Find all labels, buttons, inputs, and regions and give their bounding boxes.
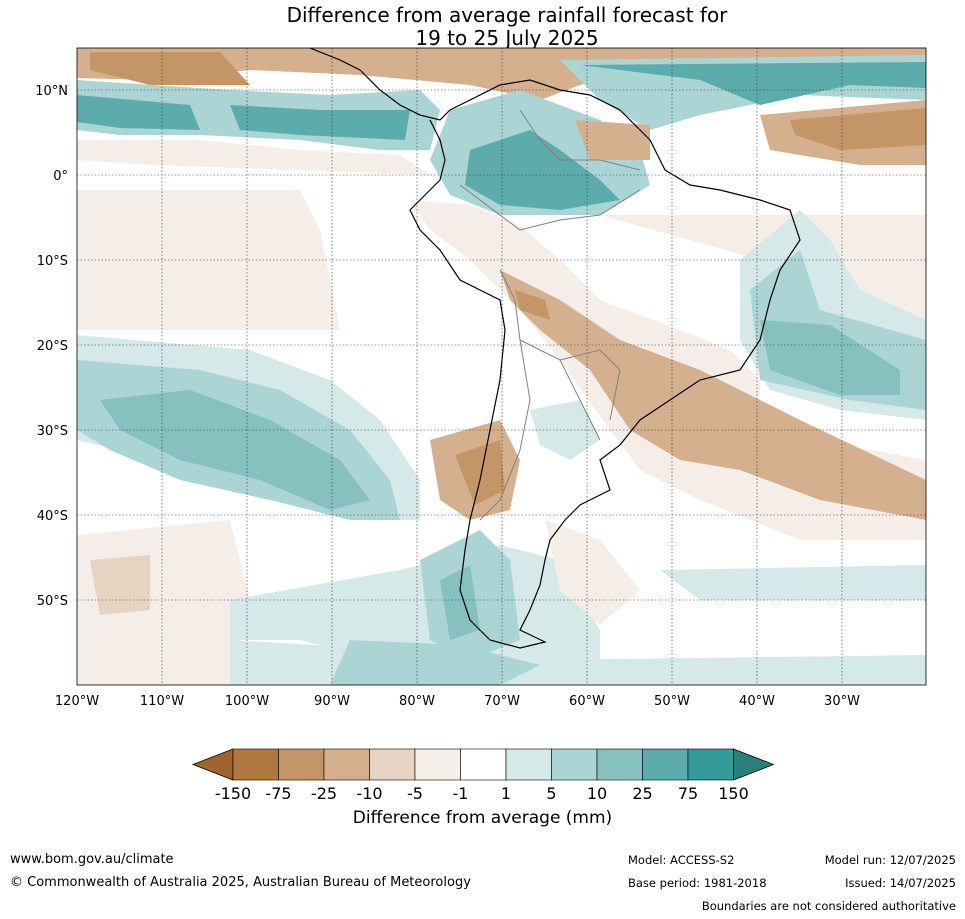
colorbar-tick-label: 25 xyxy=(632,784,652,803)
gridlines xyxy=(77,48,926,685)
colorbar-tick-label: -150 xyxy=(215,784,251,803)
colorbar-segment xyxy=(323,748,370,781)
colorbar-segment xyxy=(369,748,416,781)
coastline xyxy=(309,48,801,649)
colorbar-segment xyxy=(551,748,598,781)
longitude-labels: 120°W 110°W 100°W 90°W 80°W 70°W 60°W 50… xyxy=(55,694,860,709)
colorbar-tick-label: -25 xyxy=(311,784,337,803)
colorbar xyxy=(191,748,775,781)
footer-base-period: Base period: 1981-2018 xyxy=(628,876,767,890)
lon-label: 70°W xyxy=(484,694,520,709)
colorbar-tick-label: -10 xyxy=(356,784,382,803)
footer-copyright: © Commonwealth of Australia 2025, Austra… xyxy=(10,875,471,890)
colorbar-tick-label: 75 xyxy=(678,784,698,803)
colorbar-tick-label: 150 xyxy=(718,784,749,803)
lat-label: 50°S xyxy=(37,594,68,609)
lat-label: 20°S xyxy=(37,339,68,354)
lon-label: 40°W xyxy=(739,694,775,709)
title-line-1: Difference from average rainfall forecas… xyxy=(286,3,728,27)
colorbar-tick-label: -1 xyxy=(453,784,469,803)
lon-label: 60°W xyxy=(569,694,605,709)
lon-label: 80°W xyxy=(399,694,435,709)
colorbar-ticks: -150 -75 -25 -10 -5 -1 1 5 10 25 75 150 xyxy=(215,784,749,803)
title-line-2: 19 to 25 July 2025 xyxy=(415,26,599,50)
lon-label: 110°W xyxy=(140,694,184,709)
colorbar-segment xyxy=(505,748,552,781)
colorbar-extend-high xyxy=(733,748,775,781)
lon-label: 30°W xyxy=(824,694,860,709)
lon-label: 50°W xyxy=(654,694,690,709)
colorbar-tick-label: -75 xyxy=(265,784,291,803)
footer-model: Model: ACCESS-S2 xyxy=(628,853,735,867)
footer-model-run: Model run: 12/07/2025 xyxy=(824,853,956,867)
lat-label: 40°S xyxy=(37,509,68,524)
lat-label: 30°S xyxy=(37,424,68,439)
lat-label: 0° xyxy=(53,169,68,184)
colorbar-segment xyxy=(460,748,507,781)
colorbar-extend-low xyxy=(191,748,234,781)
colorbar-segment xyxy=(642,748,689,781)
colorbar-tick-label: 5 xyxy=(546,784,556,803)
colorbar-segment xyxy=(596,748,643,781)
lon-label: 120°W xyxy=(55,694,99,709)
lon-label: 90°W xyxy=(314,694,350,709)
latitude-labels: 10°N 0° 10°S 20°S 30°S 40°S 50°S xyxy=(35,84,68,609)
colorbar-segment xyxy=(278,748,325,781)
map-frame xyxy=(76,47,927,686)
colorbar-tick-label: -5 xyxy=(407,784,423,803)
colorbar-title: Difference from average (mm) xyxy=(352,808,613,828)
footer-url: www.bom.gov.au/climate xyxy=(10,852,174,867)
lat-label: 10°S xyxy=(37,254,68,269)
rainfall-field xyxy=(77,48,926,685)
footer-issued: Issued: 14/07/2025 xyxy=(845,876,956,890)
colorbar-segment xyxy=(414,748,461,781)
colorbar-segment xyxy=(687,748,734,781)
colorbar-segment xyxy=(232,748,279,781)
colorbar-tick-label: 1 xyxy=(501,784,511,803)
lon-label: 100°W xyxy=(225,694,269,709)
map-title: Difference from average rainfall forecas… xyxy=(0,4,965,50)
footer-disclaimer: Boundaries are not considered authoritat… xyxy=(701,899,956,913)
lat-label: 10°N xyxy=(35,84,68,99)
colorbar-tick-label: 10 xyxy=(587,784,607,803)
country-borders xyxy=(459,109,641,521)
